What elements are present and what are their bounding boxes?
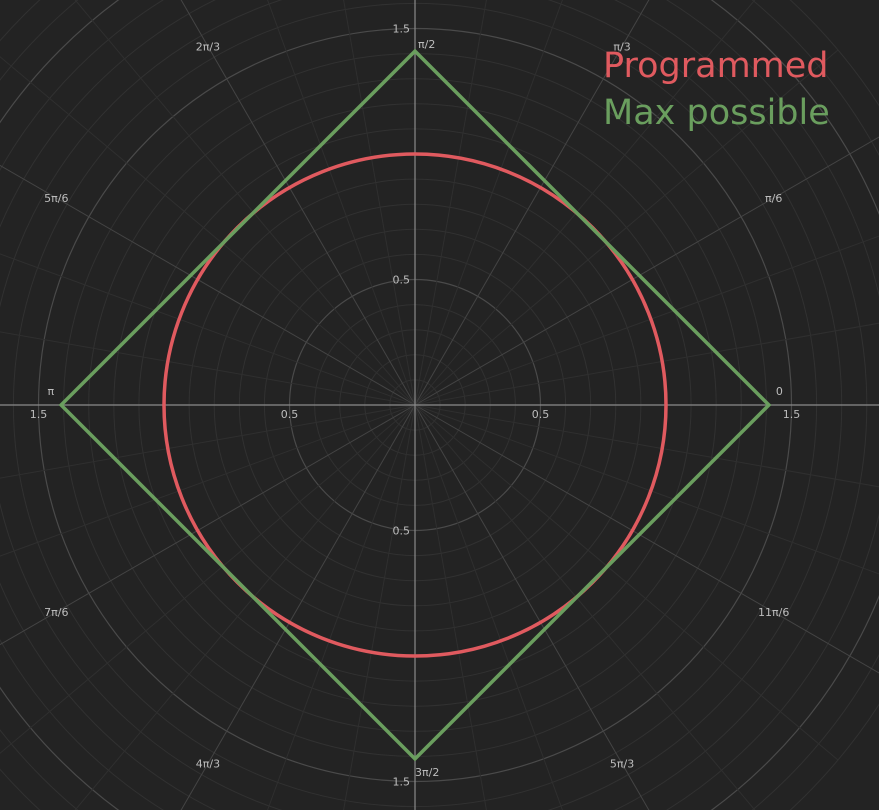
grid-spoke-minor [414, 404, 839, 761]
radial-tick-label: 1.5 [783, 408, 801, 421]
series-layer [58, 48, 772, 762]
radial-tick-label: 0.5 [532, 408, 550, 421]
grid-spoke-major [414, 404, 879, 674]
grid-spoke-minor [0, 404, 416, 479]
grid-spoke-major [414, 404, 650, 810]
grid-spoke-minor [414, 322, 879, 406]
radial-tick-label: 1.5 [393, 23, 411, 36]
grid-spoke-minor [414, 404, 563, 810]
grid-spoke-minor [0, 404, 416, 557]
legend-item: Max possible [603, 93, 830, 133]
grid-spoke-minor [267, 404, 416, 810]
grid-spoke-minor [343, 0, 416, 406]
angle-label: 4π/3 [196, 758, 220, 771]
grid-spoke-minor [74, 404, 416, 810]
grid-spoke-minor [414, 0, 756, 406]
radial-tick-label: 0.5 [393, 274, 411, 287]
series-programmed-curve [162, 152, 668, 658]
radial-tick-labels: 1.5 0.5 0.5 1.5 1.5 0.5 0.5 1.5 [30, 23, 801, 789]
angle-label: 5π/3 [610, 758, 634, 771]
angle-label: 7π/6 [44, 606, 68, 619]
grid-spoke-major [414, 136, 879, 406]
radial-tick-label: 1.5 [393, 776, 411, 789]
grid-spoke-major [414, 0, 650, 406]
grid-spoke-minor [0, 253, 416, 406]
grid-spoke-minor [414, 404, 487, 810]
angle-label: π/3 [613, 40, 630, 53]
grid-spoke-minor [0, 56, 416, 406]
angle-label: 2π/3 [196, 40, 220, 53]
radial-tick-label: 1.5 [30, 408, 48, 421]
angle-label: 0 [776, 385, 783, 398]
grid-spoke-major [0, 164, 416, 406]
angle-label: 3π/2 [415, 766, 439, 779]
radial-tick-label: 0.5 [393, 525, 411, 538]
grid-spoke-minor [0, 331, 416, 406]
grid-spoke-minor [74, 0, 416, 406]
grid-spoke-major [180, 0, 416, 406]
grid-spoke-minor [414, 0, 563, 406]
legend-item: Programmed [603, 46, 829, 86]
grid-spoke-minor [414, 404, 756, 810]
angle-label: 11π/6 [758, 606, 789, 619]
grid-spoke-minor [0, 404, 416, 754]
grid-spoke-minor [414, 404, 879, 488]
legend: Programmed Max possible [603, 46, 830, 133]
radial-tick-label: 0.5 [281, 408, 299, 421]
angle-label: 5π/6 [44, 192, 68, 205]
grid-spoke-minor [267, 0, 416, 406]
grid-spoke-minor [414, 0, 487, 406]
angle-label: π/6 [765, 192, 782, 205]
grid-spoke-minor [343, 404, 416, 810]
grid-spoke-minor [414, 49, 839, 406]
series-max-possible-curve [58, 48, 772, 762]
grid-spoke-major [0, 404, 416, 646]
grid-spoke-major [180, 404, 416, 810]
angle-labels: 0 π/6 π/3 π/2 2π/3 5π/6 π 7π/6 4π/3 5π/3 3π/2 11π/6 [44, 38, 789, 779]
angle-label: π/2 [418, 38, 435, 51]
angle-label: π [47, 385, 54, 398]
